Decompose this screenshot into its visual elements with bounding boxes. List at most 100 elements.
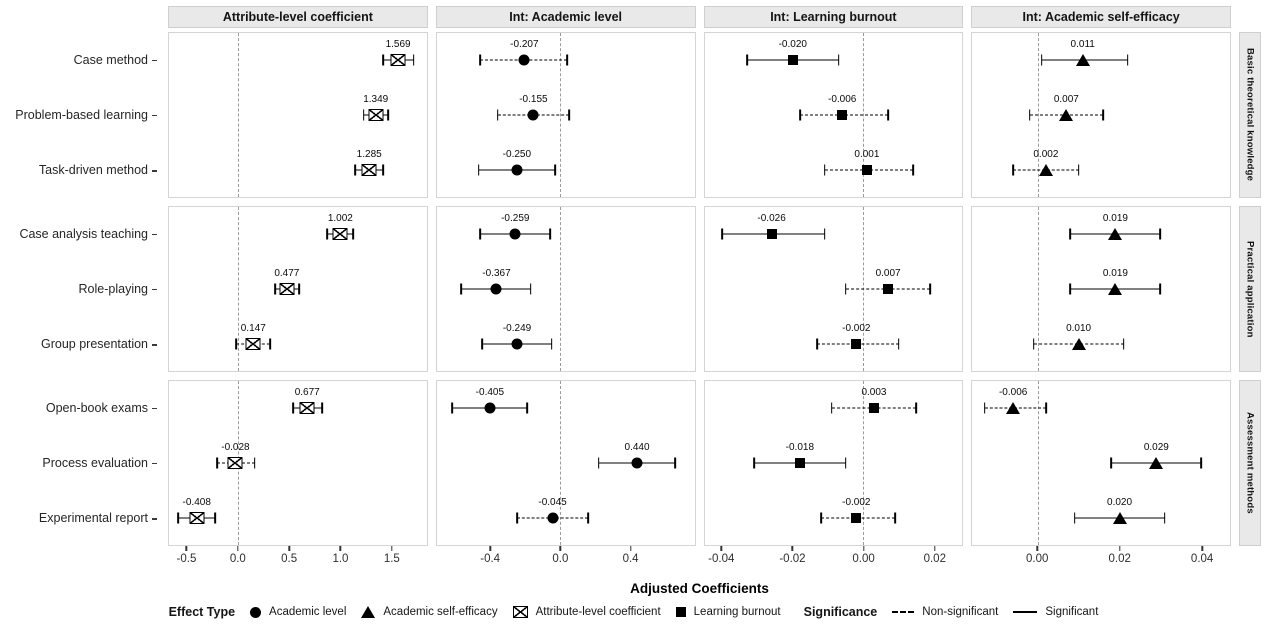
x-tick (720, 546, 722, 551)
x-axis: -0.04 -0.02 0.00 0.02 (704, 546, 964, 580)
ci-cap-left (1110, 457, 1113, 469)
panel-row: 0.677 (169, 381, 427, 436)
facet-row-strip: Assessment methods (1239, 380, 1261, 546)
y-axis-tick (152, 518, 157, 520)
point-marker-crossed-square (227, 457, 243, 469)
ci-cap-left (481, 338, 483, 350)
ci-cap-left (292, 402, 295, 414)
x-tick (1201, 546, 1203, 551)
value-label: -0.249 (502, 322, 532, 334)
ci-cap-right (1126, 54, 1129, 66)
panel-row: 0.147 (169, 316, 427, 371)
ci-cap-left (235, 338, 238, 350)
ci-cap-right (837, 54, 840, 66)
ci-cap-left (721, 228, 723, 240)
legend-item: Attribute-level coefficient (512, 606, 661, 618)
ci-cap-left (798, 109, 801, 121)
point-marker-triangle (1038, 163, 1053, 176)
value-label: -0.045 (538, 496, 567, 508)
y-axis-tick (152, 233, 157, 235)
value-label: 0.677 (294, 387, 320, 399)
row-label: Group presentation (40, 337, 148, 352)
panel-row: 0.011 (972, 33, 1230, 88)
ci-cap-right (214, 512, 216, 524)
ci-cap-right (823, 228, 826, 240)
x-tick (185, 546, 188, 551)
ci-cap-right (568, 109, 570, 121)
legend-item: Non-significant (892, 606, 998, 618)
ci-cap-left (451, 402, 454, 414)
panel: 1.569 1.349 1.285 (168, 32, 428, 198)
ci-cap-left (1040, 54, 1043, 66)
panel: -0.405 0.440 -0.045 (435, 380, 696, 546)
ci-cap-left (479, 228, 482, 240)
value-label: 0.007 (875, 268, 901, 279)
ci-cap-left (983, 402, 986, 414)
value-label: 1.569 (385, 39, 411, 51)
ci-cap-right (915, 402, 918, 414)
x-tick (934, 546, 936, 551)
ci-cap-left (823, 164, 826, 176)
x-tick-label: 0.4 (622, 553, 639, 565)
x-tick (1036, 546, 1038, 551)
zero-reference-line (863, 381, 865, 545)
x-tick (391, 546, 393, 551)
panel-row: -0.002 (705, 316, 963, 371)
row-label: Case analysis teaching (19, 226, 148, 241)
value-label: -0.155 (519, 94, 548, 105)
point-marker-circle (511, 164, 523, 176)
panel-row: -0.207 (437, 33, 695, 88)
point-marker-triangle (1006, 402, 1021, 415)
point-marker-triangle (1149, 457, 1164, 469)
value-label: 1.002 (327, 213, 353, 225)
legend-item: Academic self-efficacy (361, 606, 498, 618)
panel-row: -0.367 (437, 262, 695, 317)
panel-row: 0.007 (705, 262, 963, 317)
point-marker-circle (511, 338, 523, 350)
ci-cap-right (387, 109, 389, 121)
panel-row: 0.007 (972, 88, 1230, 143)
y-axis-tick (152, 407, 157, 409)
legend-item: Learning burnout (675, 606, 781, 618)
ci-cap-left (216, 457, 218, 469)
y-axis-tick (152, 170, 157, 172)
point-marker-square (851, 338, 862, 349)
ci-cap-right (298, 283, 301, 295)
ci-cap-right (412, 54, 415, 66)
x-tick-label: 0.02 (1108, 553, 1131, 565)
row-label: Experimental report (38, 511, 148, 526)
ci-cap-left (496, 109, 499, 121)
x-axis: 0.00 0.02 0.04 (971, 546, 1231, 580)
panel: 0.677 -0.028 -0.408 (168, 380, 428, 546)
value-label: 1.285 (356, 148, 382, 160)
ci-cap-right (674, 457, 677, 469)
value-label: 1.349 (363, 94, 389, 105)
ci-cap-right (550, 338, 553, 350)
x-tick-label: 1.0 (332, 553, 349, 565)
panel-row: -0.006 (705, 88, 963, 143)
triangle-marker-icon (361, 606, 376, 618)
ci-cap-left (177, 512, 179, 524)
x-tick-label: 0.0 (229, 553, 246, 565)
point-marker-circle (547, 512, 559, 524)
point-marker-square (883, 284, 894, 294)
panel-row: -0.155 (437, 88, 695, 143)
ci-cap-left (597, 457, 600, 469)
ci-cap-right (911, 164, 914, 176)
legend-item-label: Learning burnout (693, 606, 781, 618)
value-label: 0.477 (274, 268, 300, 279)
panel: 1.002 0.477 0.147 (168, 206, 428, 372)
ci-cap-left (382, 54, 384, 66)
value-label: 0.003 (861, 387, 887, 399)
panel-row: -0.002 (705, 490, 963, 545)
point-marker-square (851, 512, 862, 523)
panel-row: -0.020 (705, 33, 963, 88)
value-label: -0.018 (785, 442, 815, 453)
panel: -0.026 0.007 -0.002 (703, 206, 964, 372)
ci-cap-left (326, 228, 328, 240)
legend-item-label: Academic level (269, 606, 347, 618)
ci-cap-left (820, 512, 822, 524)
x-tick-label: 0.00 (1026, 553, 1049, 565)
x-tick (791, 546, 794, 551)
ci-cap-right (352, 228, 355, 240)
